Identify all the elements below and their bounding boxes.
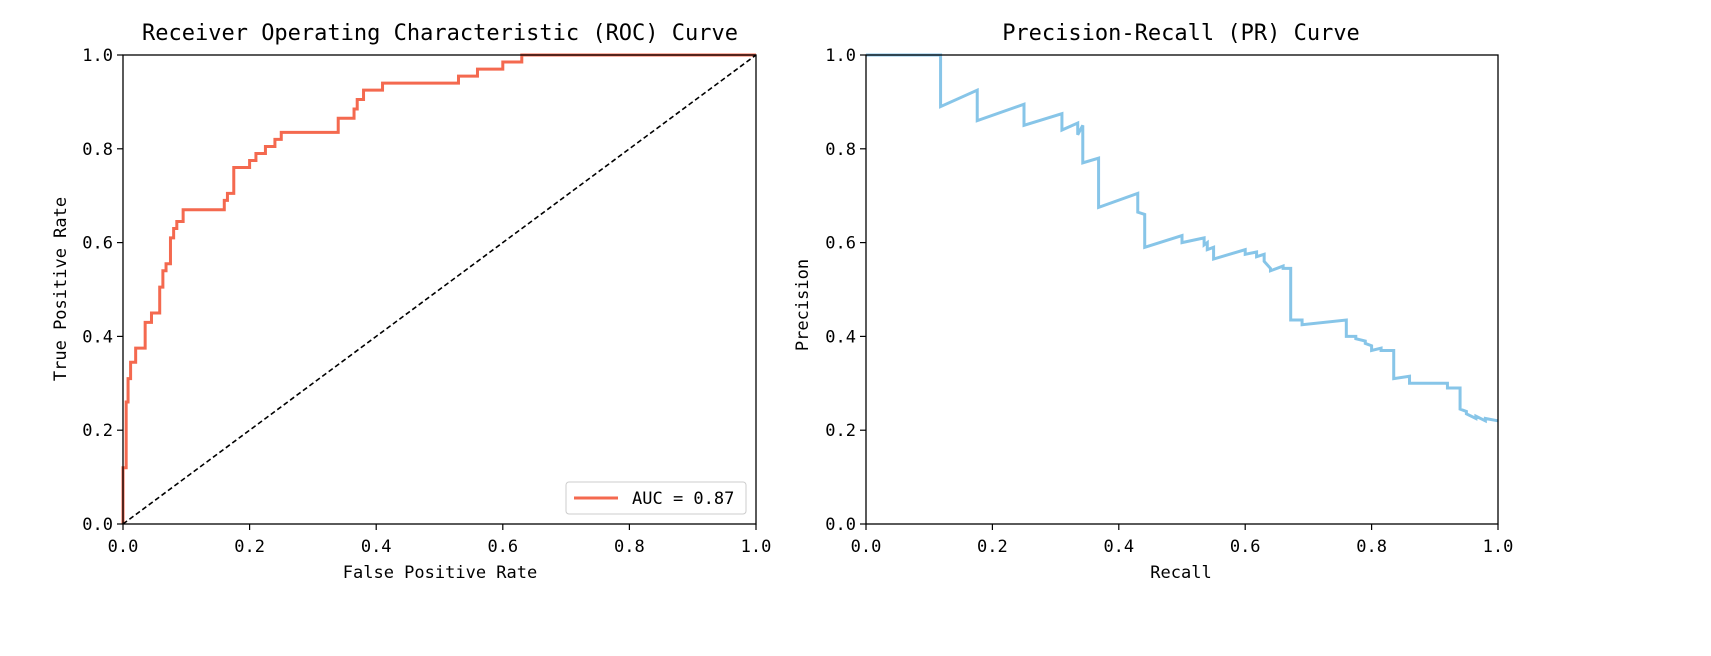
pr-y-axis-label: Precision <box>793 259 813 351</box>
pr-chart: Precision-Recall (PR) Curve 0.0 0.2 0.4 0.6… <box>793 21 1513 583</box>
roc-x-tick-label: 1.0 <box>741 537 772 557</box>
roc-legend-box <box>565 481 747 515</box>
pr-y-tick-label: 1.0 <box>825 46 856 66</box>
pr-x-axis-label: Recall <box>1150 563 1211 583</box>
pr-y-tick-label: 0.0 <box>825 515 856 535</box>
roc-legend: AUC = 0.87 <box>565 481 747 515</box>
roc-y-tick-label: 1.0 <box>82 46 113 66</box>
roc-x-tick-label: 0.2 <box>234 537 265 557</box>
pr-plot-area: 0.0 0.2 0.4 0.6 0.8 1.0 0.0 0.2 0.4 0.6 0.8 1.0 <box>825 46 1513 557</box>
roc-series-line-1 <box>122 54 757 525</box>
pr-y-tick-label: 0.4 <box>825 327 856 347</box>
pr-x-tick-label: 0.6 <box>1230 537 1261 557</box>
roc-x-tick-label: 0.4 <box>361 537 392 557</box>
roc-x-tick-label: 0.8 <box>614 537 645 557</box>
roc-x-tick-label: 0.0 <box>108 537 139 557</box>
pr-x-tick-label: 0.2 <box>977 537 1008 557</box>
pr-x-tick-label: 0.8 <box>1356 537 1387 557</box>
roc-y-tick-label: 0.8 <box>82 140 113 160</box>
roc-axes-frame <box>122 54 757 525</box>
roc-title: Receiver Operating Characteristic (ROC) … <box>142 21 738 46</box>
roc-y-tick-label: 0.2 <box>82 421 113 441</box>
roc-y-tick-label: 0.0 <box>82 515 113 535</box>
roc-y-tick-label: 0.6 <box>82 234 113 254</box>
pr-x-tick-label: 0.4 <box>1103 537 1134 557</box>
roc-y-axis-label: True Positive Rate <box>51 197 71 381</box>
pr-y-tick-label: 0.8 <box>825 140 856 160</box>
pr-y-tick-label: 0.2 <box>825 421 856 441</box>
roc-series-line-0 <box>121 53 756 524</box>
pr-x-tick-label: 0.0 <box>851 537 882 557</box>
pr-y-tick-label: 0.6 <box>825 234 856 254</box>
pr-series-line-0 <box>866 53 1499 424</box>
roc-legend-label: AUC = 0.87 <box>632 489 734 509</box>
pr-x-tick-label: 1.0 <box>1483 537 1514 557</box>
pr-axes-frame <box>865 54 1499 525</box>
roc-x-tick-label: 0.6 <box>487 537 518 557</box>
roc-chart: Receiver Operating Characteristic (ROC) … <box>51 21 771 583</box>
roc-x-axis-label: False Positive Rate <box>343 563 537 583</box>
roc-y-tick-label: 0.4 <box>82 327 113 347</box>
pr-title: Precision-Recall (PR) Curve <box>1002 21 1360 46</box>
roc-plot-area: 0.0 0.2 0.4 0.6 0.8 1.0 0.0 0.2 0.4 0.6 0.8 1.0 <box>82 46 771 557</box>
